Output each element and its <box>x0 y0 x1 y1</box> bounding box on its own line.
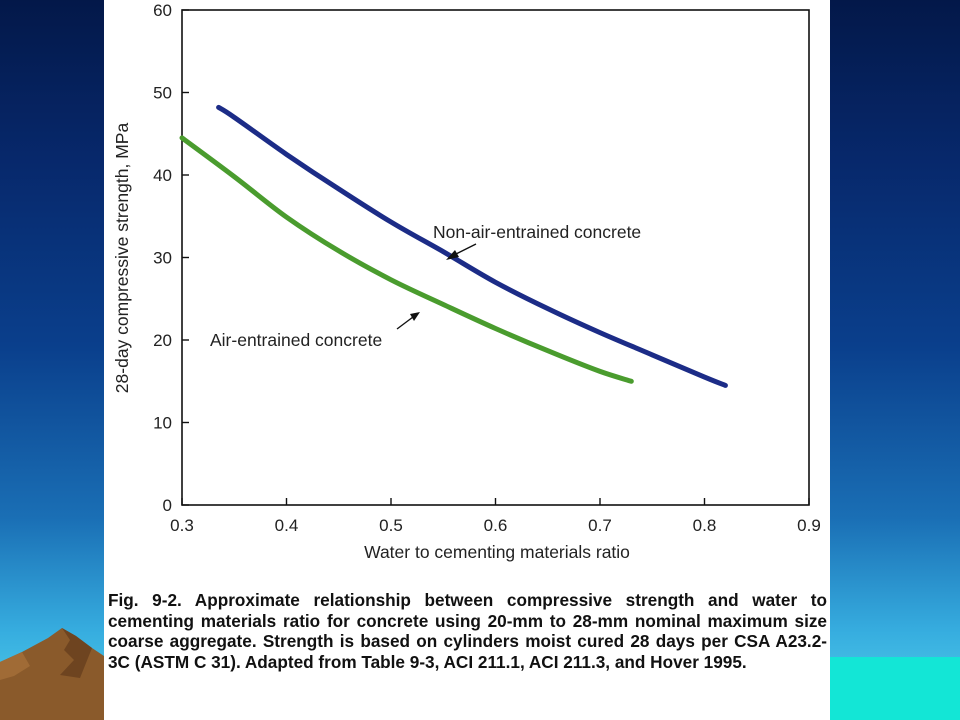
x-tick-label: 0.6 <box>484 516 508 535</box>
x-tick-label: 0.8 <box>693 516 717 535</box>
figure-caption: Fig. 9-2. Approximate relationship betwe… <box>108 590 827 672</box>
x-axis-ticks: 0.3 0.4 0.5 0.6 0.7 0.8 0.9 <box>170 498 821 535</box>
teal-decor-bar <box>830 657 960 720</box>
air-annotation-arrow <box>396 312 420 330</box>
x-tick-label: 0.7 <box>588 516 612 535</box>
x-tick-label: 0.4 <box>275 516 299 535</box>
air-entrained-series-line <box>179 135 634 384</box>
x-axis-label: Water to cementing materials ratio <box>364 542 630 562</box>
y-tick-label: 20 <box>153 331 172 350</box>
mountain-decor-icon <box>0 628 110 720</box>
y-tick-label: 60 <box>153 1 172 20</box>
y-tick-label: 50 <box>153 84 172 103</box>
non-air-annotation-label: Non-air-entrained concrete <box>433 222 641 242</box>
y-axis-label: 28-day compressive strength, MPa <box>112 123 132 394</box>
y-tick-label: 40 <box>153 166 172 185</box>
y-axis-ticks: 0 10 20 30 40 50 60 <box>153 1 189 515</box>
y-tick-label: 0 <box>163 496 172 515</box>
x-tick-label: 0.5 <box>379 516 403 535</box>
x-tick-label: 0.3 <box>170 516 194 535</box>
y-tick-label: 10 <box>153 414 172 433</box>
x-tick-label: 0.9 <box>797 516 821 535</box>
air-annotation-label: Air-entrained concrete <box>210 330 382 350</box>
chart: 0 10 20 30 40 50 60 0.3 0.4 0.5 0.6 0.7 0.8 0.9 Wate… <box>112 1 821 562</box>
non-air-annotation-arrow <box>446 243 477 260</box>
series-layer <box>179 104 728 388</box>
non-air-entrained-series-line <box>216 104 728 388</box>
y-tick-label: 30 <box>153 249 172 268</box>
plot-frame <box>181 9 810 506</box>
figure-panel <box>104 0 830 720</box>
